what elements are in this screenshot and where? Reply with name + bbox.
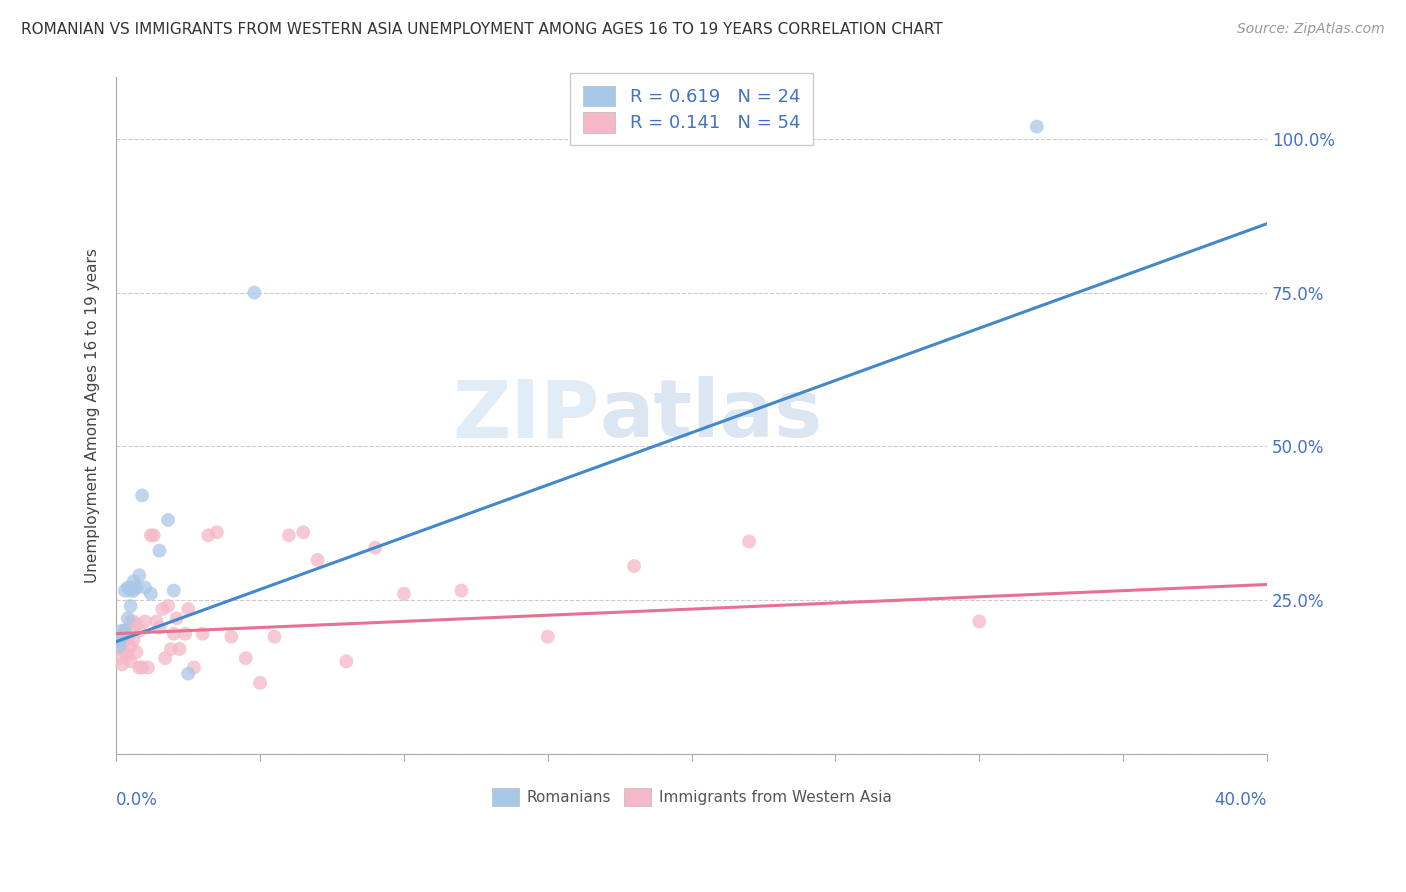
- Point: [169, 642, 191, 657]
- Point: [183, 660, 205, 674]
- Point: [117, 648, 139, 663]
- Point: [177, 602, 200, 616]
- Point: [122, 583, 145, 598]
- Point: [114, 632, 136, 647]
- Text: 0.0%: 0.0%: [117, 790, 157, 809]
- Point: [249, 676, 271, 690]
- Point: [160, 642, 183, 657]
- Point: [108, 642, 131, 657]
- Point: [108, 639, 131, 653]
- Point: [364, 541, 387, 555]
- Text: 40.0%: 40.0%: [1215, 790, 1267, 809]
- Point: [117, 630, 139, 644]
- Point: [125, 581, 148, 595]
- Point: [139, 587, 162, 601]
- Point: [205, 525, 228, 540]
- Point: [191, 626, 214, 640]
- Point: [125, 645, 148, 659]
- Point: [738, 534, 761, 549]
- Y-axis label: Unemployment Among Ages 16 to 19 years: Unemployment Among Ages 16 to 19 years: [86, 248, 100, 582]
- Point: [122, 615, 145, 629]
- Point: [120, 581, 142, 595]
- Point: [108, 632, 131, 647]
- Point: [111, 630, 134, 644]
- Point: [120, 583, 142, 598]
- Point: [108, 651, 131, 665]
- Point: [134, 581, 156, 595]
- Point: [120, 654, 142, 668]
- Point: [114, 583, 136, 598]
- Point: [307, 553, 329, 567]
- Text: ZIP: ZIP: [453, 376, 599, 455]
- Point: [142, 528, 165, 542]
- Point: [111, 630, 134, 644]
- Point: [114, 624, 136, 638]
- Point: [537, 630, 560, 644]
- Point: [450, 583, 472, 598]
- Point: [163, 583, 186, 598]
- Point: [120, 615, 142, 629]
- Point: [166, 611, 188, 625]
- Point: [131, 488, 153, 502]
- Point: [392, 587, 415, 601]
- Point: [128, 624, 150, 638]
- Point: [243, 285, 266, 300]
- Text: ROMANIAN VS IMMIGRANTS FROM WESTERN ASIA UNEMPLOYMENT AMONG AGES 16 TO 19 YEARS : ROMANIAN VS IMMIGRANTS FROM WESTERN ASIA…: [21, 22, 943, 37]
- Point: [292, 525, 315, 540]
- Point: [263, 630, 285, 644]
- Point: [111, 657, 134, 672]
- Point: [197, 528, 219, 542]
- Point: [277, 528, 299, 542]
- Point: [139, 528, 162, 542]
- Point: [128, 568, 150, 582]
- Point: [131, 660, 153, 674]
- Point: [128, 660, 150, 674]
- Point: [153, 651, 176, 665]
- Point: [117, 581, 139, 595]
- Point: [157, 513, 180, 527]
- Legend: Romanians, Immigrants from Western Asia: Romanians, Immigrants from Western Asia: [484, 780, 900, 814]
- Point: [114, 645, 136, 659]
- Point: [120, 599, 142, 613]
- Point: [145, 615, 167, 629]
- Point: [335, 654, 357, 668]
- Point: [117, 611, 139, 625]
- Point: [108, 632, 131, 647]
- Point: [122, 574, 145, 589]
- Point: [1025, 120, 1047, 134]
- Point: [157, 599, 180, 613]
- Point: [177, 666, 200, 681]
- Point: [136, 660, 159, 674]
- Point: [235, 651, 257, 665]
- Text: atlas: atlas: [599, 376, 823, 455]
- Point: [148, 543, 170, 558]
- Point: [122, 632, 145, 647]
- Point: [174, 626, 197, 640]
- Point: [148, 620, 170, 634]
- Point: [114, 624, 136, 638]
- Point: [125, 617, 148, 632]
- Point: [111, 624, 134, 638]
- Point: [150, 602, 173, 616]
- Point: [623, 559, 645, 574]
- Point: [221, 630, 243, 644]
- Point: [967, 615, 990, 629]
- Text: Source: ZipAtlas.com: Source: ZipAtlas.com: [1237, 22, 1385, 37]
- Point: [134, 615, 156, 629]
- Point: [163, 626, 186, 640]
- Point: [120, 639, 142, 653]
